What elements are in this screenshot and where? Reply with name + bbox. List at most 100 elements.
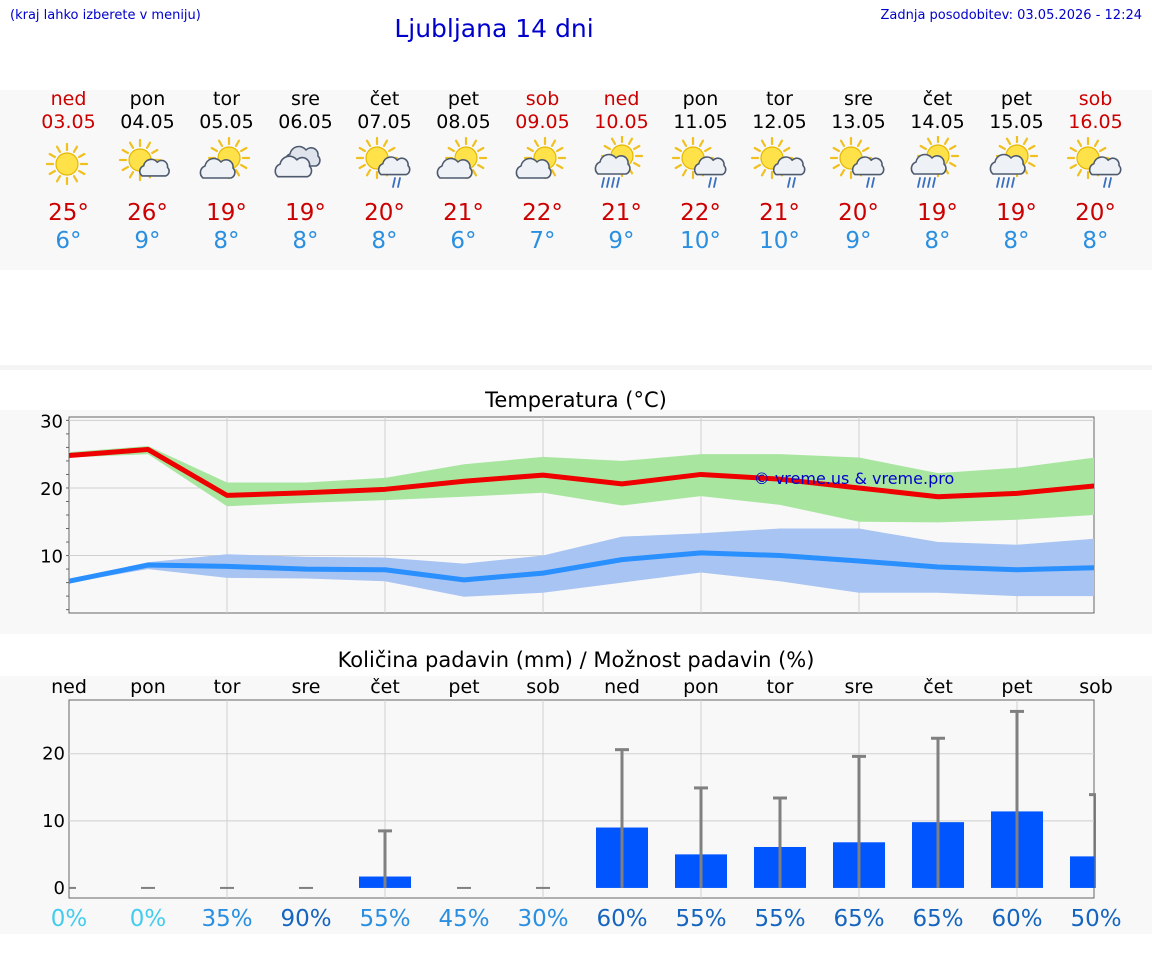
- sun-cloud-light-rain-icon: [1066, 136, 1122, 188]
- sun-icon: [45, 142, 89, 186]
- max-temperature: 19°: [917, 200, 958, 226]
- min-temperature-range-band: [69, 528, 1094, 597]
- temperature-y-tick-label: 10: [40, 547, 63, 568]
- sun-cloud-heavy-rain-icon: [989, 136, 1039, 188]
- sun-cloud-heavy-rain-icon: [594, 136, 644, 188]
- day-date: 08.05: [436, 111, 491, 133]
- precipitation-y-tick-label: 10: [42, 811, 65, 832]
- max-temperature: 25°: [48, 200, 89, 226]
- forecast-day: pet 08.05 21° 6°: [424, 88, 503, 255]
- weather-icon-box: [740, 134, 819, 199]
- forecast-day: ned 03.05 25° 6°: [29, 88, 108, 255]
- day-name: ned: [603, 88, 640, 110]
- cloud-shape: [1088, 156, 1122, 176]
- day-date: 12.05: [752, 111, 807, 133]
- day-date: 04.05: [120, 111, 175, 133]
- precipitation-probability-label: 60%: [991, 906, 1042, 932]
- max-temperature: 19°: [285, 200, 326, 226]
- precipitation-probability-label: 45%: [438, 906, 489, 932]
- precipitation-day-label: tor: [214, 676, 241, 698]
- precipitation-probability-label: 65%: [833, 906, 884, 932]
- day-name: pon: [682, 88, 719, 110]
- cloud-shape: [274, 155, 313, 178]
- sun-cloud-heavy-rain-icon: [910, 136, 960, 188]
- max-temperature: 20°: [1075, 200, 1116, 226]
- day-date: 07.05: [357, 111, 412, 133]
- temperature-chart: 10 20 30 © vreme.us & vreme.pro: [40, 411, 1095, 614]
- precipitation-day-label: pon: [130, 676, 166, 698]
- sun-shape: [45, 142, 89, 186]
- day-date: 06.05: [278, 111, 333, 133]
- cloud-shape: [377, 156, 411, 176]
- precipitation-y-tick-label: 20: [42, 744, 65, 765]
- min-temperature: 8°: [1082, 228, 1109, 254]
- forecast-day: sre 06.05 19° 8°: [266, 88, 345, 255]
- min-temperature: 10°: [680, 228, 721, 254]
- max-temperature: 22°: [522, 200, 563, 226]
- forecast-day: čet 07.05 20° 8°: [345, 88, 424, 255]
- day-date: 10.05: [594, 111, 649, 133]
- max-temperature: 22°: [680, 200, 721, 226]
- day-date: 11.05: [673, 111, 728, 133]
- precipitation-probability-label: 50%: [1070, 906, 1121, 932]
- temperature-y-tick-label: 20: [40, 479, 63, 500]
- weather-icon-box: [977, 134, 1056, 199]
- forecast-days-band: [0, 90, 1152, 270]
- cloud-shape: [910, 153, 947, 175]
- sun-cloud-light-rain-icon: [750, 136, 806, 188]
- rain-drops: [1103, 177, 1112, 188]
- forecast-day: pon 11.05 22° 10°: [661, 88, 740, 255]
- weather-icon-box: [187, 134, 266, 199]
- sun-small-cloud-icon: [118, 138, 170, 182]
- day-date: 16.05: [1068, 111, 1123, 133]
- precipitation-day-label: sob: [526, 676, 560, 698]
- max-temperature: 26°: [127, 200, 168, 226]
- cloud-shape: [515, 157, 552, 179]
- weather-icon-box: [503, 134, 582, 199]
- precipitation-day-label: pet: [448, 676, 479, 698]
- weather-icon-box: [108, 134, 187, 199]
- precipitation-day-label: čet: [370, 676, 400, 698]
- min-temperature: 8°: [1003, 228, 1030, 254]
- weather-icon-box: [898, 134, 977, 199]
- weather-icon-box: [661, 134, 740, 199]
- min-temperature-line: [69, 550, 1094, 584]
- sun-cloud-light-rain-icon: [829, 136, 885, 188]
- sun-cloud-icon: [436, 136, 488, 180]
- precipitation-probability-label: 0%: [51, 906, 88, 932]
- day-date: 13.05: [831, 111, 886, 133]
- temperature-chart-title: Temperatura (°C): [485, 388, 667, 412]
- precipitation-day-label: pon: [683, 676, 719, 698]
- weather-icon-box: [582, 134, 661, 199]
- day-date: 03.05: [41, 111, 96, 133]
- location-hint-link[interactable]: (kraj lahko izberete v meniju): [10, 8, 201, 23]
- weather-icon-box: [819, 134, 898, 199]
- cloudy-icon: [274, 145, 321, 178]
- rain-drops: [601, 177, 620, 188]
- min-temperature: 8°: [371, 228, 398, 254]
- weather-icon-box: [345, 134, 424, 199]
- day-name: pon: [129, 88, 166, 110]
- min-temperature: 9°: [608, 228, 635, 254]
- forecast-day: sre 13.05 20° 9°: [819, 88, 898, 255]
- page-title: Ljubljana 14 dni: [394, 14, 594, 43]
- precipitation-probability-label: 65%: [912, 906, 963, 932]
- min-temperature: 8°: [292, 228, 319, 254]
- precipitation-day-label: tor: [767, 676, 794, 698]
- max-temperature: 19°: [996, 200, 1037, 226]
- precipitation-day-label: ned: [51, 676, 87, 698]
- precipitation-day-label: sre: [845, 676, 874, 698]
- precipitation-day-label: čet: [923, 676, 953, 698]
- day-name: sre: [291, 88, 320, 110]
- forecast-day: sob 09.05 22° 7°: [503, 88, 582, 255]
- max-temperature: 21°: [601, 200, 642, 226]
- min-temperature: 6°: [55, 228, 82, 254]
- forecast-day: čet 14.05 19° 8°: [898, 88, 977, 255]
- day-name: sob: [525, 88, 560, 110]
- day-date: 15.05: [989, 111, 1044, 133]
- rain-drops: [787, 177, 796, 188]
- precipitation-day-label: pet: [1001, 676, 1032, 698]
- rain-drops: [708, 177, 717, 188]
- precipitation-day-label: ned: [604, 676, 640, 698]
- min-temperature: 9°: [845, 228, 872, 254]
